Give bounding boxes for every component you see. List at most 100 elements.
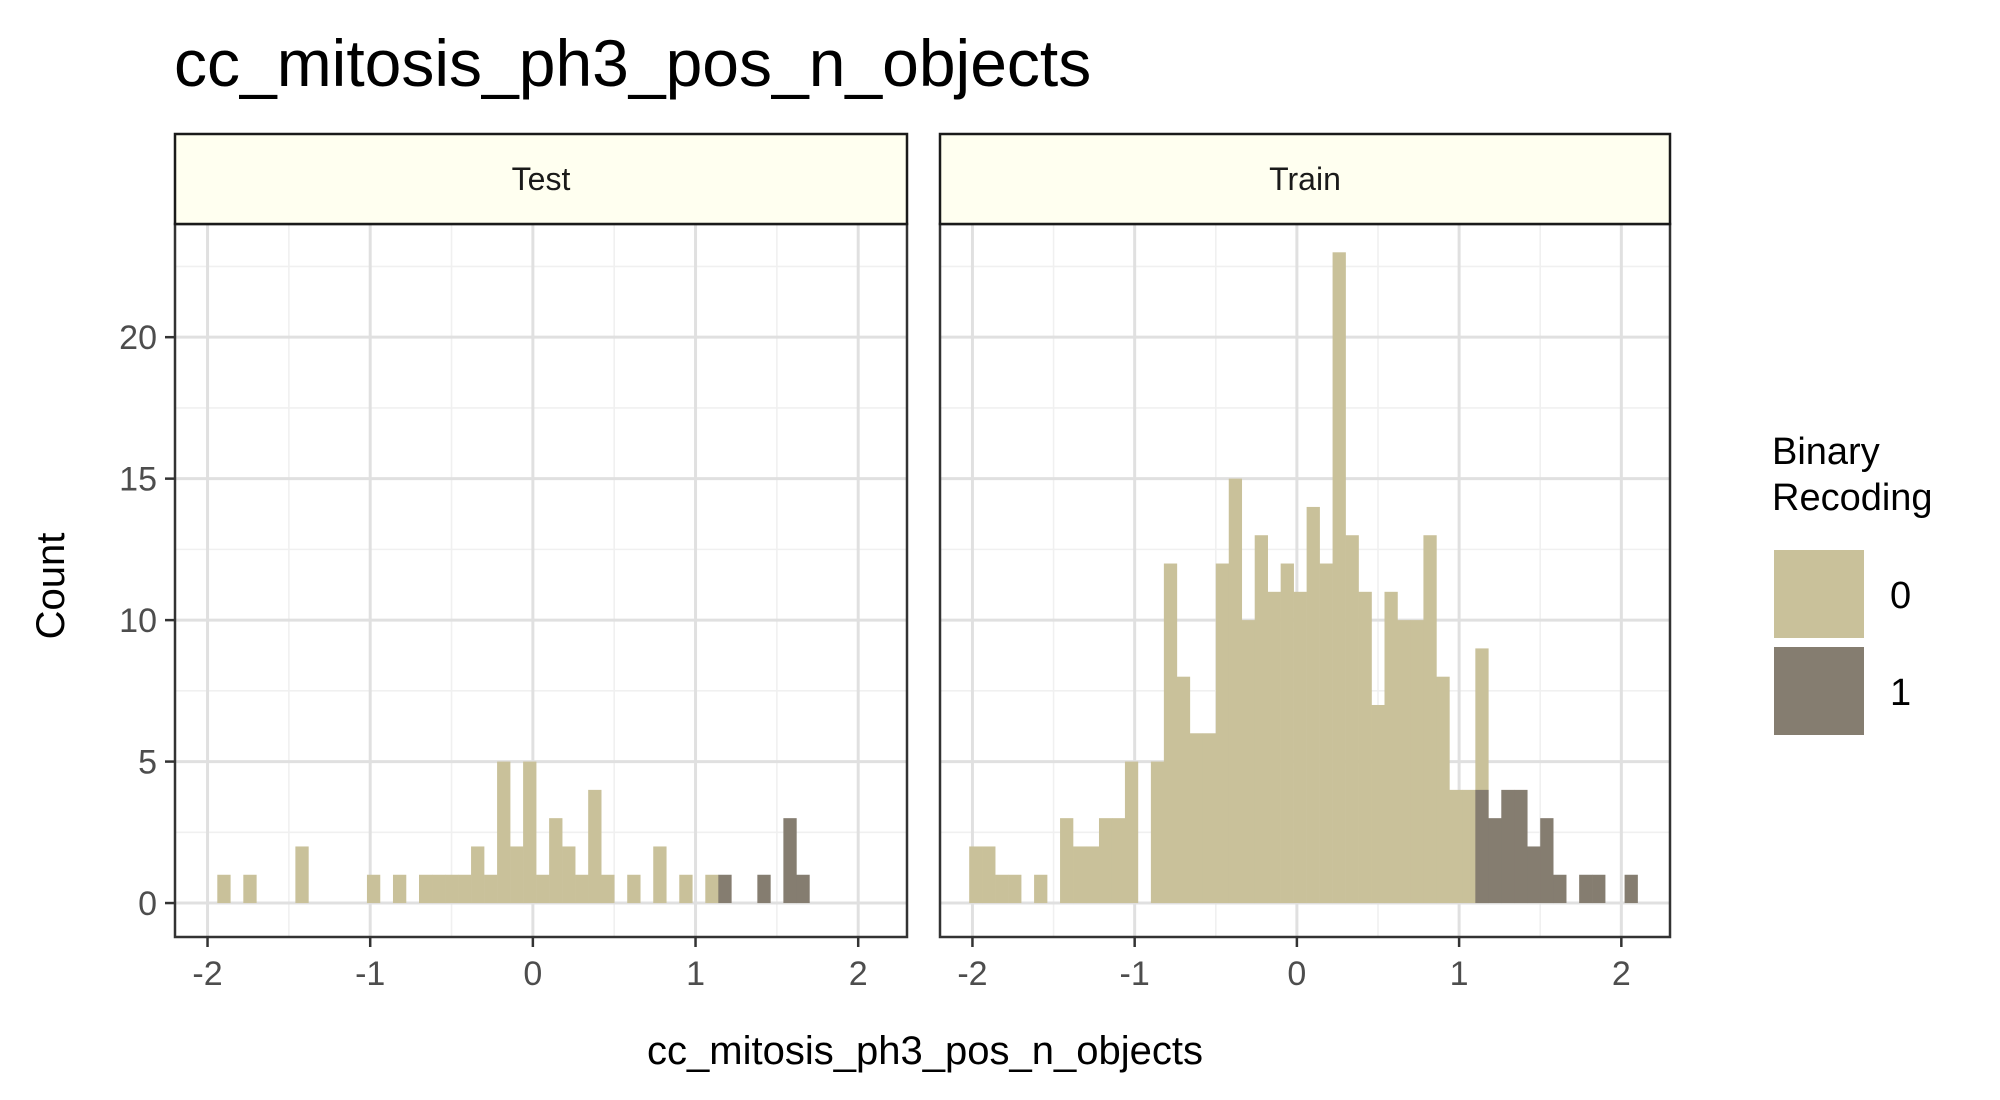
legend-label: 1: [1890, 672, 1911, 714]
bar: [1241, 620, 1256, 904]
bar: [1553, 874, 1567, 904]
bar: [1306, 506, 1320, 904]
y-tick-label: 5: [138, 744, 157, 782]
bar: [1189, 733, 1204, 904]
bar: [1436, 676, 1450, 904]
bar: [575, 874, 589, 904]
bar: [718, 874, 732, 904]
bar: [510, 846, 524, 904]
bar: [1176, 676, 1191, 904]
bar: [497, 761, 511, 904]
bar: [1527, 846, 1541, 904]
bar: [653, 846, 667, 904]
bar: [627, 874, 641, 904]
y-tick-label: 0: [138, 885, 157, 923]
legend-key: [1774, 550, 1864, 638]
bar: [796, 874, 810, 904]
bar: [484, 874, 498, 904]
series-0: [969, 252, 1489, 904]
series-1: [1475, 789, 1638, 904]
bar: [1293, 591, 1307, 904]
facet-strip: [173, 132, 909, 226]
legend-label: 0: [1890, 575, 1911, 617]
bar: [1202, 733, 1217, 904]
bar: [1060, 818, 1074, 904]
bar: [1332, 252, 1346, 904]
panel-test: Test -2 -1 0 1 2: [173, 132, 909, 993]
y-axis-title: Count: [29, 533, 73, 640]
bar: [1073, 846, 1087, 904]
bar: [1254, 535, 1268, 904]
x-tick-label: 1: [1450, 955, 1469, 993]
bar: [1540, 818, 1554, 904]
bar: [1475, 789, 1489, 904]
x-tick-label: -2: [957, 955, 987, 993]
x-tick-label: 2: [849, 955, 868, 993]
legend-title-line: Binary: [1772, 431, 1880, 473]
bar: [1592, 874, 1606, 904]
bar: [419, 874, 433, 904]
bar: [1319, 563, 1333, 904]
y-axis: 0 5 10 15 20: [119, 319, 175, 923]
bar: [757, 874, 771, 904]
bar: [1579, 874, 1593, 904]
bar: [969, 846, 983, 904]
y-tick-label: 10: [119, 602, 157, 640]
bar: [1034, 874, 1048, 904]
bar: [601, 874, 615, 904]
legend-title-line: Recoding: [1772, 477, 1933, 519]
bar: [1384, 591, 1398, 904]
facet-label: Train: [1269, 161, 1341, 197]
facet-strip: [938, 132, 1672, 226]
bar: [1449, 789, 1463, 904]
x-tick-label: -1: [1120, 955, 1150, 993]
bar: [549, 818, 563, 904]
bar: [1008, 874, 1022, 904]
x-axis-title: cc_mitosis_ph3_pos_n_objects: [647, 1029, 1203, 1073]
bar: [523, 761, 537, 904]
bar: [1371, 704, 1385, 904]
bar: [1267, 591, 1281, 904]
y-tick-label: 15: [119, 461, 157, 499]
bar: [243, 874, 257, 904]
bar: [1098, 818, 1113, 904]
bar: [1150, 761, 1165, 904]
bar: [1397, 620, 1411, 904]
legend-key: [1774, 647, 1864, 735]
bar: [1163, 563, 1178, 904]
y-tick-label: 20: [119, 319, 157, 357]
bar: [1423, 535, 1437, 904]
bar: [1462, 789, 1476, 904]
bar: [295, 846, 309, 904]
bar: [1215, 563, 1230, 904]
bar: [458, 874, 472, 904]
bar: [536, 874, 550, 904]
bar: [1086, 846, 1100, 904]
x-tick-label: 0: [1287, 955, 1306, 993]
x-tick-label: 1: [686, 955, 705, 993]
bar: [217, 874, 231, 904]
panels: Test -2 -1 0 1 2 Train -2 -1 0 1 2: [173, 132, 1672, 993]
bar: [562, 846, 576, 904]
bar: [588, 789, 602, 904]
x-tick-label: 0: [523, 955, 542, 993]
bar: [1501, 789, 1515, 904]
bar: [1514, 789, 1528, 904]
bar: [366, 874, 381, 904]
facet-label: Test: [512, 161, 571, 197]
bar: [982, 846, 996, 904]
bar: [1345, 535, 1359, 904]
bar: [1488, 818, 1502, 904]
bar: [1228, 478, 1243, 904]
bar: [679, 874, 693, 904]
series-0: [217, 761, 719, 904]
bar: [1410, 620, 1424, 904]
panel-train: Train -2 -1 0 1 2: [938, 132, 1672, 993]
bar: [1124, 761, 1139, 904]
bar: [1111, 818, 1126, 904]
bar: [432, 874, 446, 904]
bar: [783, 818, 797, 904]
bar: [1280, 563, 1294, 904]
x-tick-label: -1: [355, 955, 385, 993]
